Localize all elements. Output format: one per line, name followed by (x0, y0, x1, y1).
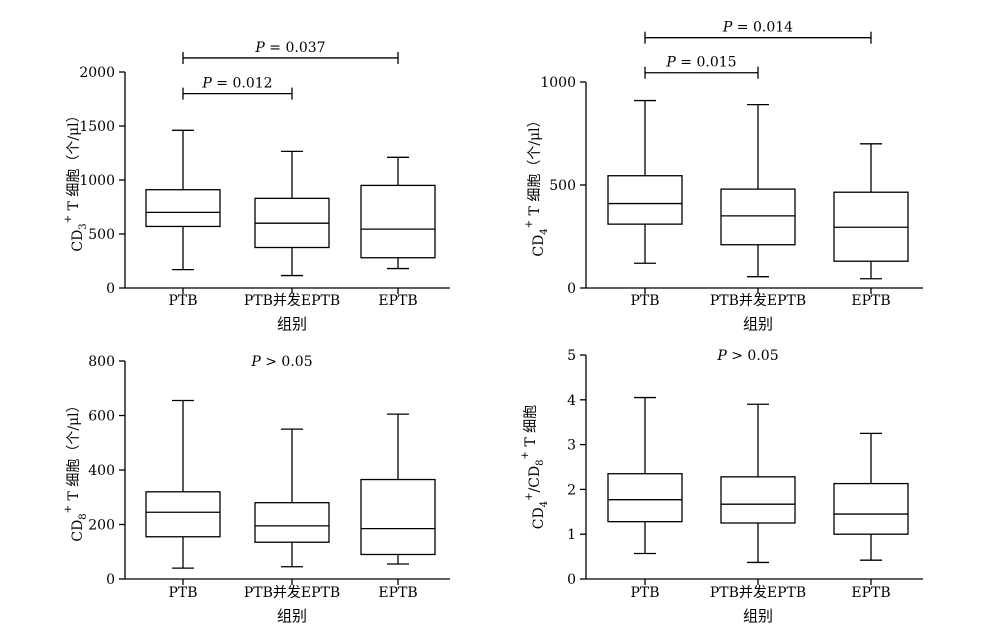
box-iqr (254, 502, 330, 543)
y-tick-label: 200 (88, 518, 115, 534)
box-iqr (145, 189, 221, 228)
x-tick-label: PTB (630, 293, 659, 309)
box-iqr (720, 188, 796, 246)
y-tick-label: 1000 (540, 75, 576, 91)
x-tick-label: PTB并发EPTB (710, 585, 806, 601)
box-1 (607, 99, 683, 264)
box-3 (360, 413, 436, 565)
y-tick-label: 1 (567, 527, 576, 543)
box-iqr (360, 184, 436, 259)
x-tick-label: PTB并发EPTB (244, 585, 340, 601)
p-value-annotation: P = 0.015 (665, 55, 736, 71)
y-tick-label: 800 (88, 354, 115, 370)
y-tick-label: 0 (567, 281, 576, 297)
y-tick-label: 400 (88, 463, 115, 479)
x-tick-label: PTB (630, 585, 659, 601)
box-iqr (360, 478, 436, 556)
box-3 (833, 432, 909, 561)
p-value-annotation: P = 0.014 (722, 20, 793, 36)
y-tick-label: 0 (106, 572, 115, 588)
y-tick-label: 1000 (79, 173, 115, 189)
y-axis-label: CD4+/CD8+ T 细胞 (520, 405, 550, 529)
y-tick-label: 600 (88, 409, 115, 425)
x-tick-label: EPTB (378, 585, 417, 601)
box-iqr (720, 476, 796, 524)
y-tick-label: 500 (88, 227, 115, 243)
y-tick-label: 1500 (79, 119, 115, 135)
p-value-annotation: P = 0.012 (201, 76, 272, 92)
y-tick-label: 0 (567, 572, 576, 588)
box-2 (254, 428, 330, 568)
x-tick-label: PTB (168, 585, 197, 601)
panel-cd4-cd8-ratio: 0 1 2 3 4 5 PTB PTB并发EPTB EPTB 组别 CD4+/CD8+ T 细胞 P … (520, 348, 923, 625)
x-tick-label: PTB并发EPTB (244, 293, 340, 309)
y-tick-label: 0 (106, 281, 115, 297)
p-value-annotation: P > 0.05 (250, 354, 312, 370)
box-1 (145, 399, 221, 569)
box-2 (720, 403, 796, 564)
box-iqr (145, 491, 221, 538)
panel-cd8: 0 200 400 600 800 PTB PTB并发EPTB EPTB 组别 CD8+ T 细胞… (63, 354, 450, 625)
p-value-annotation: P > 0.05 (716, 348, 778, 364)
box-2 (254, 150, 330, 277)
x-axis-label: 组别 (277, 607, 307, 625)
y-tick-label: 2000 (79, 65, 115, 81)
x-tick-label: PTB并发EPTB (710, 293, 806, 309)
y-tick-label: 5 (567, 348, 576, 364)
x-axis-label: 组别 (743, 315, 773, 333)
box-iqr (607, 473, 683, 523)
x-tick-label: PTB (168, 293, 197, 309)
box-2 (720, 104, 796, 278)
box-1 (145, 129, 221, 271)
box-iqr (833, 482, 909, 535)
y-axis-label: CD8+ T 细胞（个/μl） (63, 398, 89, 541)
y-axis-label: CD3+ T 细胞（个/μl） (63, 108, 89, 251)
box-1 (607, 396, 683, 555)
panel-cd3: 0 500 1000 1500 2000 PTB PTB并发EPTB EPTB 组别 CD3+ T… (63, 40, 450, 333)
box-iqr (607, 175, 683, 225)
x-axis-label: 组别 (277, 315, 307, 333)
box-3 (833, 143, 909, 280)
y-tick-label: 2 (567, 482, 576, 498)
box-3 (360, 156, 436, 270)
x-axis-label: 组别 (743, 607, 773, 625)
x-tick-label: EPTB (378, 293, 417, 309)
y-tick-label: 3 (567, 438, 576, 454)
y-tick-label: 500 (549, 178, 576, 194)
y-axis-label: CD4+ T 细胞（个/μl） (524, 113, 550, 256)
y-tick-label: 4 (567, 393, 576, 409)
p-value-annotation: P = 0.037 (254, 40, 325, 56)
x-tick-label: EPTB (851, 585, 890, 601)
panel-cd4: 0 500 1000 PTB PTB并发EPTB EPTB 组别 CD4+ T 细胞（个/μl… (524, 20, 923, 333)
x-tick-label: EPTB (851, 293, 890, 309)
